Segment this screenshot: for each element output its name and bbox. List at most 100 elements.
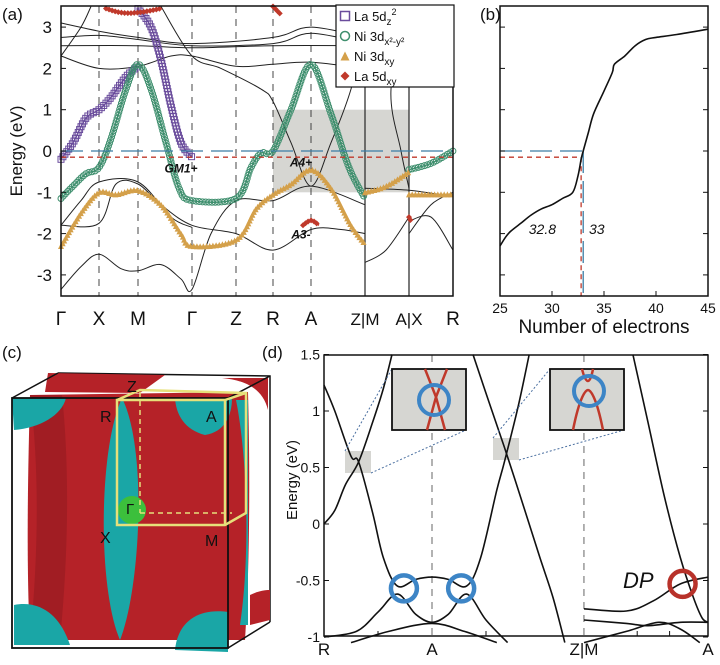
orbital-marker — [169, 164, 177, 172]
band-line — [472, 354, 566, 643]
fermi-pocket-tr — [222, 378, 268, 410]
orbital-marker — [242, 178, 250, 186]
band-line — [60, 178, 193, 228]
orbital-marker — [157, 121, 165, 129]
ytick-label: 1 — [312, 403, 320, 419]
orbital-marker — [338, 142, 346, 150]
orbital-marker — [119, 93, 127, 101]
orbital-marker — [100, 101, 108, 109]
orbital-marker — [167, 158, 175, 166]
orbital-marker — [397, 174, 404, 181]
legend-label: La 5dz2 — [354, 7, 397, 28]
orbital-marker — [108, 133, 116, 141]
band-line — [632, 354, 709, 624]
orbital-marker — [321, 91, 329, 99]
orbital-marker — [417, 163, 425, 171]
ytick-label: 0 — [312, 516, 320, 532]
panel-label-b: (b) — [480, 5, 501, 24]
dirac-point-circle-icon — [667, 568, 698, 600]
orbital-marker — [149, 90, 157, 98]
orbital-marker — [331, 121, 339, 129]
orbital-marker — [155, 111, 163, 119]
band-line — [323, 593, 509, 644]
orbital-marker — [160, 130, 168, 138]
panel-b-electron-count: 25 30 35 40 45 Number of electrons 32.8 33 — [492, 5, 716, 338]
orbital-marker — [330, 118, 338, 126]
orbital-marker — [164, 145, 172, 153]
orbital-marker — [118, 96, 126, 104]
orbital-marker — [411, 164, 419, 172]
bz-edge — [227, 375, 271, 399]
panel-d-ylabel: Energy (eV) — [284, 440, 301, 520]
ytick-label: 3 — [43, 18, 52, 37]
orbital-marker — [394, 176, 401, 183]
legend-marker-icon — [339, 30, 351, 42]
orbital-marker — [151, 99, 159, 107]
panel-label-d: (d) — [262, 343, 283, 362]
band-line — [364, 216, 410, 263]
irreducible-bz — [115, 388, 248, 527]
orbital-marker — [125, 78, 133, 86]
irrep-label: A4+ — [289, 155, 312, 169]
orbital-marker — [116, 105, 124, 113]
orbital-marker — [152, 102, 160, 110]
orbital-series-ni_dxy — [58, 166, 454, 250]
orbital-marker — [156, 118, 164, 126]
kpoint-label: Γ — [187, 309, 197, 330]
orbital-marker — [244, 171, 252, 179]
orbital-marker — [105, 139, 113, 147]
fermi-sheet-red-shade — [30, 395, 68, 640]
orbital-marker — [110, 124, 118, 132]
orbital-marker — [183, 195, 191, 203]
orbital-marker — [124, 10, 131, 17]
band-line — [60, 185, 366, 293]
orbital-marker — [166, 155, 174, 163]
band-line — [583, 621, 701, 644]
orbital-marker — [326, 106, 334, 114]
xtick-label: 30 — [544, 300, 560, 316]
band-crossing-circle-icon — [388, 573, 420, 604]
orbital-marker — [106, 94, 114, 102]
band-line — [583, 619, 709, 627]
orbital-marker — [316, 75, 324, 83]
orbital-marker — [113, 115, 121, 123]
kpoint-label: Γ — [56, 309, 66, 330]
orbital-marker — [59, 192, 67, 200]
orbital-marker — [165, 148, 173, 156]
orbital-marker — [97, 104, 105, 112]
xtick-label: 40 — [648, 300, 664, 316]
kpoint-label: Z|M — [351, 310, 380, 329]
panel-a-ylabel: Energy (eV) — [7, 106, 26, 197]
ytick-label: -1 — [308, 629, 321, 645]
orbital-marker — [322, 94, 330, 102]
orbital-marker — [68, 183, 76, 191]
orbital-marker — [340, 149, 348, 157]
legend-marker-icon — [340, 51, 350, 61]
orbital-marker — [162, 139, 170, 147]
orbital-marker — [408, 165, 416, 173]
orbital-marker — [115, 108, 123, 116]
orbital-marker — [103, 145, 111, 153]
orbital-marker — [145, 81, 153, 89]
dirac-circle-icon — [572, 374, 606, 408]
orbital-marker — [339, 145, 347, 153]
kpoint-label: A — [305, 309, 318, 330]
orbital-marker — [143, 75, 151, 83]
orbital-marker — [136, 61, 144, 69]
orbital-marker — [148, 87, 156, 95]
kpoint-label: Z — [230, 309, 242, 330]
orbital-marker — [104, 142, 112, 150]
orbital-marker — [114, 111, 122, 119]
orbital-marker — [160, 133, 168, 141]
orbital-marker — [144, 78, 152, 86]
fermi-pocket-corner-br — [175, 611, 228, 652]
orbital-marker — [290, 98, 298, 106]
orbital-marker — [70, 181, 78, 189]
band-line — [160, 6, 366, 187]
orbital-marker — [170, 170, 178, 178]
zoom-connectors — [344, 368, 625, 474]
band-line — [408, 191, 454, 234]
orbital-marker — [101, 151, 109, 159]
band-line — [583, 576, 709, 613]
